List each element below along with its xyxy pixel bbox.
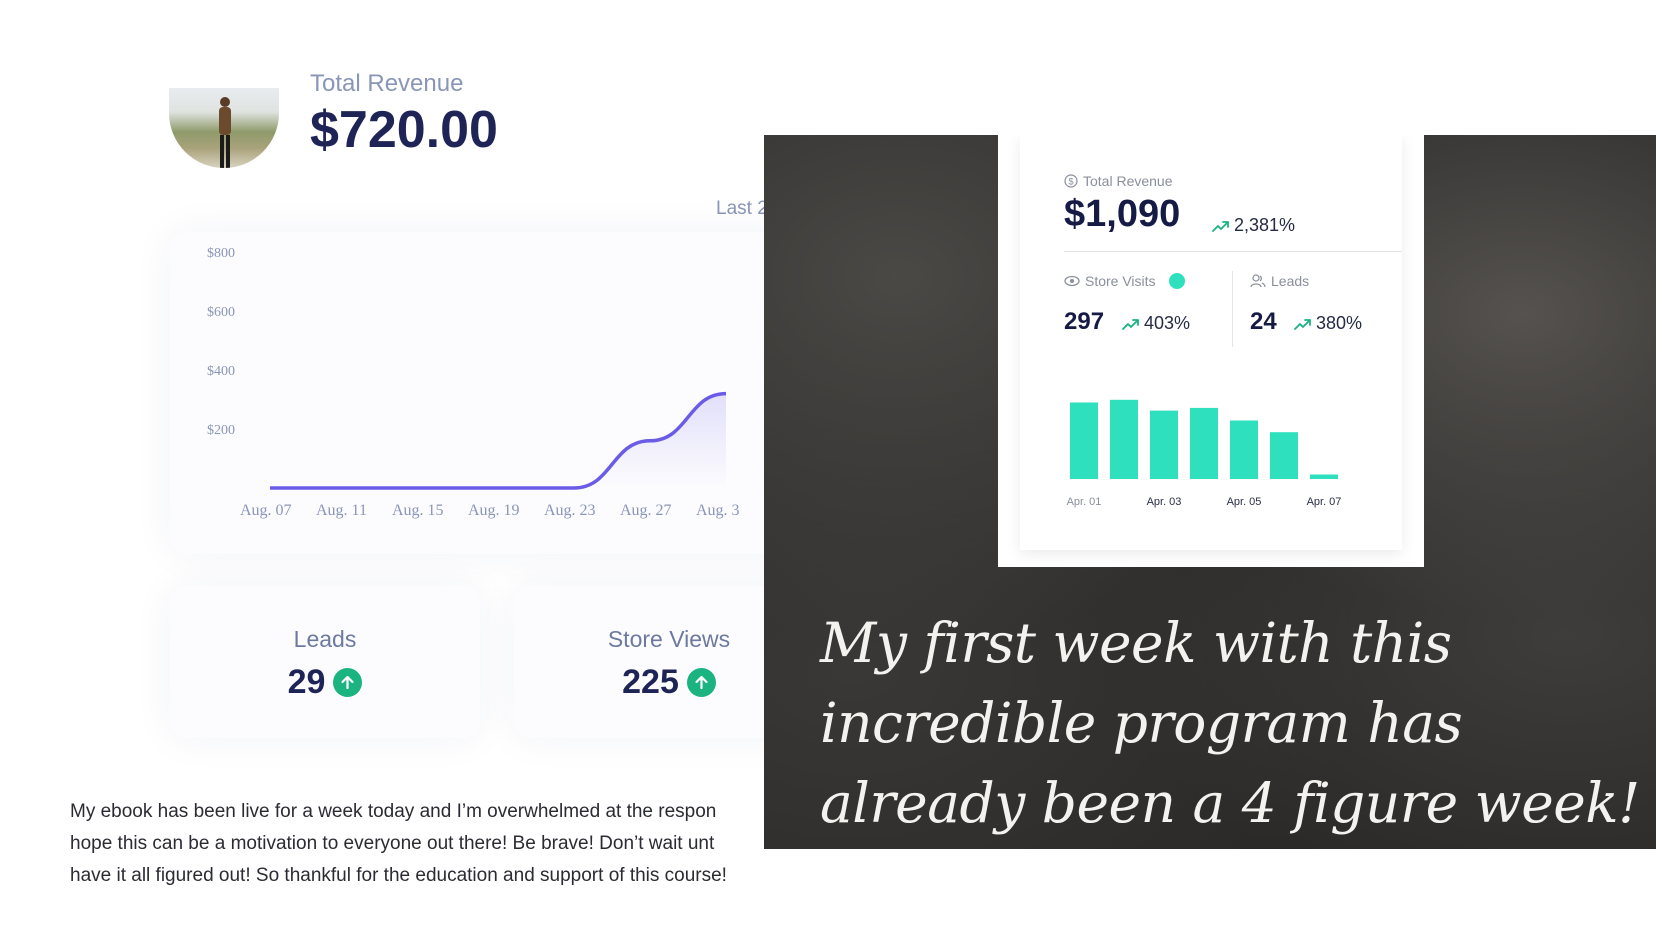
arrow-up-icon [333,668,363,697]
bar [1110,399,1138,479]
leads-label: Leads [1271,273,1310,289]
x-tick-label: Aug. 19 [468,502,520,519]
x-tick-label: Aug. 15 [392,502,444,519]
bar [1310,474,1338,479]
quote-line: My first week with this [820,611,1452,675]
area-fill [270,393,726,488]
x-tick-label: Aug. 11 [316,502,367,519]
testimonial-image-overlay: $ Total Revenue $1,090 2,381% Store Visi… [764,135,1656,849]
trend-up-icon [1294,318,1311,330]
revenue-line-chart: $800 $600 $400 $200 Aug. 07 Aug. 11 Aug. 15 Aug… [207,246,740,519]
bar [1230,420,1258,479]
stats-panel-card: $ Total Revenue $1,090 2,381% Store Visi… [1020,135,1402,550]
leads-card: Leads 29 [170,586,480,738]
x-tick-label: Apr. 03 [1147,496,1182,508]
quote-line: already been a 4 figure week! [820,771,1640,835]
dollar-circle-icon: $ [1064,174,1078,188]
divider [1064,251,1402,252]
trend-up-icon [1122,318,1139,330]
testimonial-line: have it all figured out! So thankful for… [70,865,727,886]
x-tick-label: Apr. 07 [1307,496,1342,508]
person-photo-icon [219,97,231,168]
status-dot [1168,273,1185,289]
panel-revenue-label: Total Revenue [1083,173,1173,189]
avatar [169,88,279,168]
testimonial-line: hope this can be a motivation to everyon… [70,833,715,854]
x-tick-label: Aug. 27 [620,502,672,519]
stats-panel: $ Total Revenue $1,090 2,381% Store Visi… [998,135,1424,567]
y-tick-label: $400 [207,364,235,379]
quote-line: incredible program has [820,691,1463,755]
x-tick-label: Aug. 07 [240,502,292,519]
revenue-value: $720.00 [310,101,498,159]
leads-label: Leads [293,626,357,652]
bar [1070,402,1098,479]
date-range-label[interactable]: Last 2 [716,198,768,219]
store-visits-value: 297 [1064,308,1105,335]
x-tick-label: Apr. 01 [1067,496,1102,508]
leads-value: 24 [1250,308,1277,335]
arrow-up-icon [686,668,716,697]
y-tick-label: $600 [207,305,235,320]
trend-up-icon [1212,220,1229,232]
store-visits-pct: 403% [1144,313,1191,333]
testimonial-quote: My first week with this incredible progr… [820,603,1640,843]
panel-revenue-value: $1,090 [1064,193,1181,235]
y-tick-label: $800 [207,246,235,261]
eye-icon [1064,275,1080,287]
panel-revenue-pct: 2,381% [1234,215,1296,235]
bar [1150,410,1178,479]
leads-pct: 380% [1316,313,1363,333]
bar [1190,407,1218,479]
testimonial-line: My ebook has been live for a week today … [70,801,717,822]
store-views-label: Store Views [607,626,731,652]
leads-value: 29 [287,663,326,701]
y-tick-label: $200 [207,423,235,438]
users-icon [1250,274,1266,288]
x-tick-label: Aug. 3 [696,502,740,519]
x-tick-label: Aug. 23 [544,502,596,519]
testimonial-text: My ebook has been live for a week today … [70,796,930,892]
bar [1270,432,1298,479]
svg-text:$: $ [1068,177,1073,187]
revenue-series-line [269,391,727,490]
revenue-chart-card: $800 $600 $400 $200 Aug. 07 Aug. 11 Aug. 15 Aug… [170,232,870,554]
store-visits-label: Store Visits [1085,273,1156,289]
store-views-value: 225 [622,663,679,701]
x-tick-label: Apr. 05 [1227,496,1262,508]
daily-bar-chart: Apr. 01 Apr. 03 Apr. 05 Apr. 07 [1067,399,1342,508]
revenue-label: Total Revenue [310,70,464,97]
divider [1232,271,1233,347]
